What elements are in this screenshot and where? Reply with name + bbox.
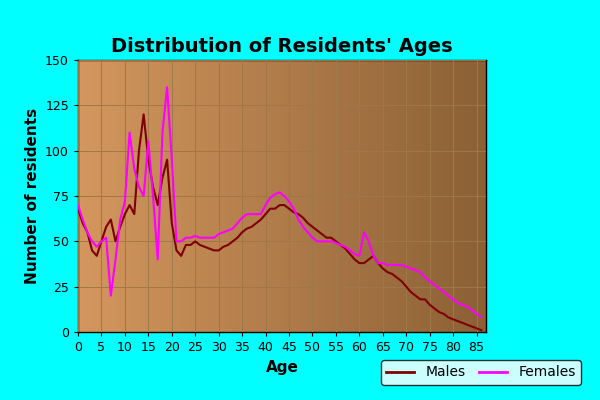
X-axis label: Age: Age xyxy=(266,360,298,374)
Y-axis label: Number of residents: Number of residents xyxy=(25,108,40,284)
Title: Distribution of Residents' Ages: Distribution of Residents' Ages xyxy=(111,37,453,56)
Legend: Males, Females: Males, Females xyxy=(381,360,581,385)
